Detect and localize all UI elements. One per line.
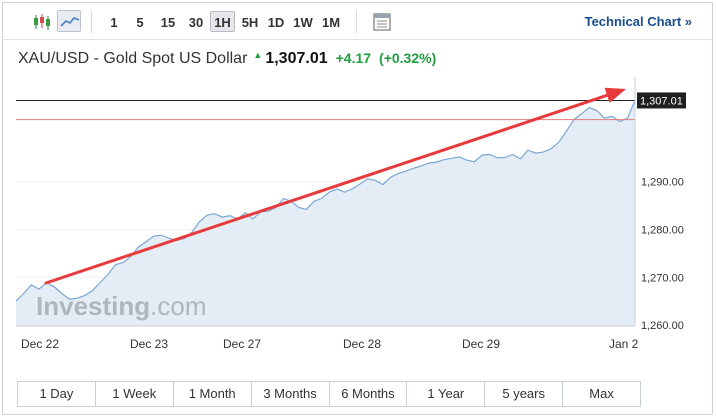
timeframe-1w[interactable]: 1W <box>293 15 313 30</box>
range-1-day-button[interactable]: 1 Day <box>18 382 96 406</box>
y-tick-label: 1,260.00 <box>641 320 684 332</box>
plot-area: Investing.com 1,260.00 1,270.00 1,280.00 1,2… <box>15 77 686 351</box>
x-tick-label: Dec 27 <box>223 337 261 351</box>
x-tick-label: Dec 22 <box>21 337 59 351</box>
instrument-price: 1,307.01 <box>265 50 328 67</box>
table-view-icon[interactable] <box>369 10 393 32</box>
range-selector: 1 Day 1 Week 1 Month 3 Months 6 Months 1… <box>17 381 641 407</box>
chart-toolbar: 1 5 15 30 1H 5H 1D 1W 1M Technical Chart… <box>3 3 712 40</box>
candlestick-chart-icon[interactable] <box>29 10 53 32</box>
timeframe-1d[interactable]: 1D <box>267 15 285 30</box>
range-5-years-button[interactable]: 5 years <box>485 382 564 406</box>
timeframe-1h[interactable]: 1H <box>210 11 235 32</box>
instrument-header: XAU/USD - Gold Spot US Dollar ▲ 1,307.01 +4… <box>18 50 436 72</box>
technical-chart-link[interactable]: Technical Chart » <box>584 14 692 29</box>
up-arrow-icon: ▲ <box>253 50 263 60</box>
price-line <box>15 100 636 302</box>
range-3-months-button[interactable]: 3 Months <box>251 382 330 406</box>
timeframe-1[interactable]: 1 <box>110 15 118 30</box>
range-6-months-button[interactable]: 6 Months <box>329 382 408 406</box>
price-chart: Investing.com 1,260.00 1,270.00 1,280.00 1,2… <box>15 77 686 351</box>
investing-watermark: Investing.com <box>36 291 206 321</box>
timeframe-1m[interactable]: 1M <box>321 15 341 30</box>
timeframe-30[interactable]: 30 <box>188 15 204 30</box>
area-chart-icon[interactable] <box>57 10 81 32</box>
range-1-week-button[interactable]: 1 Week <box>95 382 174 406</box>
x-tick-label: Dec 29 <box>462 337 500 351</box>
watermark-suffix: .com <box>150 291 206 321</box>
range-max-button[interactable]: Max <box>563 382 640 406</box>
instrument-change-pct: (+0.32%) <box>379 50 437 66</box>
timeframe-5[interactable]: 5 <box>136 15 144 30</box>
y-tick-label: 1,270.00 <box>641 272 684 284</box>
watermark-main: Investing <box>36 291 150 321</box>
instrument-change: +4.17 <box>335 50 372 66</box>
x-tick-label: Dec 28 <box>343 337 381 351</box>
trend-arrow-head <box>604 87 626 103</box>
range-1-month-button[interactable]: 1 Month <box>173 382 252 406</box>
y-tick-label: 1,290.00 <box>641 177 684 189</box>
toolbar-divider <box>356 11 357 33</box>
x-tick-label: Jan 2 <box>609 337 639 351</box>
timeframe-15[interactable]: 15 <box>160 15 176 30</box>
trend-arrow-shaft <box>44 93 609 285</box>
instrument-name: XAU/USD - Gold Spot US Dollar <box>18 50 248 67</box>
range-1-year-button[interactable]: 1 Year <box>407 382 486 406</box>
x-tick-label: Dec 23 <box>130 337 168 351</box>
y-tick-label: 1,280.00 <box>641 224 684 236</box>
toolbar-divider <box>91 11 92 33</box>
last-price-label: 1,307.01 <box>640 95 683 107</box>
last-price-badge <box>637 92 686 109</box>
timeframe-5h[interactable]: 5H <box>241 15 259 30</box>
